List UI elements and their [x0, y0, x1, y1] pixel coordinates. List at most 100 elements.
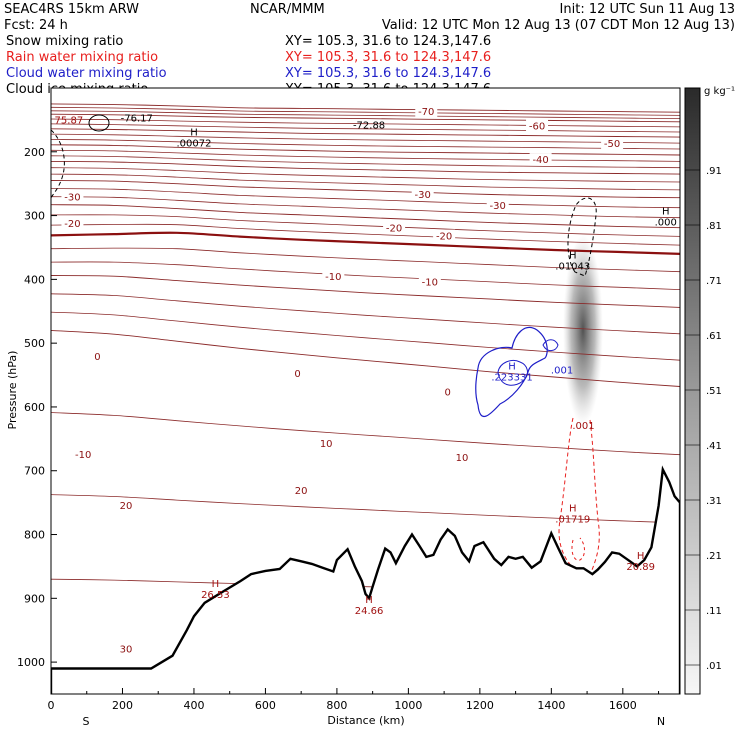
y-axis-label: Pressure (hPa)	[6, 351, 19, 430]
extrema-h-mark: H	[637, 551, 645, 562]
isotherm-label: -30	[64, 193, 80, 204]
isotherm-minor-line	[51, 173, 680, 191]
isotherm-label-bg	[286, 366, 309, 379]
isotherm-minor-line	[51, 261, 680, 290]
isotherm-label-bg	[411, 188, 434, 201]
isotherm-label-bg	[86, 350, 109, 363]
legend-snow-xy: XY= 105.3, 31.6 to 124.3,147.6	[285, 34, 491, 49]
isotherm-minor-line	[51, 494, 680, 524]
x-tick-label: 400	[183, 699, 204, 712]
isotherm-label: 20	[295, 486, 308, 497]
isotherm-label-bg	[415, 105, 438, 118]
colorbar-label: .41	[706, 441, 722, 452]
isotherm-minor-line	[51, 110, 680, 119]
y-tick-label: 300	[24, 210, 45, 223]
isotherm-label: -70	[418, 107, 434, 118]
isotherm-minor-line	[51, 123, 680, 133]
x-tick-label: 600	[255, 699, 276, 712]
isotherm-label: 30	[120, 644, 133, 655]
cloud-ice-contour-left	[51, 129, 65, 199]
extrema-value: 26.53	[201, 590, 230, 601]
isotherm-label: 10	[456, 453, 469, 464]
colorbar-label: .61	[706, 331, 722, 342]
isotherm-20-line	[51, 329, 680, 387]
colorbar-labels: .91 .81 .71 .61 .51 .41 .31 .21 .11 .01	[685, 166, 722, 672]
isotherm-label: 0	[94, 352, 100, 363]
isotherm-label-bg	[61, 216, 84, 229]
x-axis-label: Distance (km)	[327, 714, 404, 727]
isotherm-minus50-line	[51, 128, 680, 138]
extrema-h-mark: H	[190, 128, 198, 139]
isotherm-label: -10	[325, 272, 341, 283]
extrema-value: .01719	[555, 514, 590, 525]
isotherm-label: 0	[294, 369, 300, 380]
x-tick-label: 0	[48, 699, 55, 712]
isotherm-minor-line	[51, 133, 680, 144]
header-right-line2: Valid: 12 UTC Mon 12 Aug 13 (07 CDT Mon …	[382, 18, 735, 33]
isotherm-label: -30	[490, 201, 506, 212]
isotherm-label: -20	[386, 223, 402, 234]
isotherm-minus70-line	[51, 103, 680, 113]
isotherm-label-bg	[418, 275, 441, 288]
isotherm-minor-line	[51, 149, 680, 162]
y-tick-label: 200	[24, 146, 45, 159]
isotherm-label-bg	[486, 199, 509, 212]
isotherm-labels: -70 -60 -50 -40 -30 -30 -30 -20 -20 -20 -10 -10 0 0 0 -…	[61, 105, 624, 655]
isotherm-minus30-line	[51, 160, 680, 175]
isotherm-label-bg	[290, 484, 313, 497]
x-tick-label: 1600	[609, 699, 637, 712]
header-right-line1: Init: 12 UTC Sun 11 Aug 13	[560, 2, 735, 17]
isotherm-label: -40	[532, 155, 548, 166]
isotherm-label: 0	[445, 387, 451, 398]
isotherm-minor-line	[51, 139, 680, 150]
isotherm-minor-line	[51, 167, 680, 183]
extrema-value: .00072	[176, 139, 211, 150]
isotherm-label-bg	[436, 385, 459, 398]
cloud-water-contour-small	[542, 339, 559, 352]
isotherm-label-bg	[450, 450, 473, 463]
isotherm-label: -50	[604, 139, 620, 150]
extrema-h-mark: H	[212, 579, 220, 590]
header-center-line1: NCAR/MMM	[250, 2, 325, 17]
colorbar-label: .01	[706, 661, 722, 672]
cloud-water-contour-inner	[497, 359, 528, 386]
cloud-water-contour-outer	[475, 326, 548, 417]
isotherm-label: -60	[529, 121, 545, 132]
isotherm-minor-line	[51, 214, 680, 237]
extrema-value: 75.87	[55, 116, 84, 127]
x-tick-label: 800	[326, 699, 347, 712]
isotherm-minus20-line	[51, 180, 680, 199]
isotherm-label-bg	[115, 642, 138, 655]
extrema-value: 24.66	[355, 606, 384, 617]
isotherm-minor-line	[51, 293, 680, 335]
isotherm-label-bg	[383, 221, 406, 234]
terrain-profile	[51, 465, 680, 694]
isotherm-label: 10	[320, 439, 333, 450]
snow-mixing-ratio-shading	[563, 235, 603, 425]
extrema-value: .001	[572, 421, 594, 432]
header-left-line2: Fcst: 24 h	[4, 18, 68, 33]
hydrometeor-contours	[51, 114, 600, 576]
isotherm-label: 20	[120, 501, 133, 512]
isotherm-minor-line	[51, 311, 680, 361]
isotherm-label-bg	[61, 190, 84, 203]
isotherm-label-bg	[526, 119, 549, 132]
extrema-h-mark: H	[569, 503, 577, 514]
isotherm-label-bg	[115, 498, 138, 511]
plot-frame	[50, 87, 681, 695]
isotherm-minus60-line	[51, 113, 680, 123]
extrema-value: .01043	[555, 262, 590, 273]
colorbar-label: .11	[706, 606, 722, 617]
isotherm-minor-line	[51, 118, 680, 128]
x-axis: 0 200 400 600 800 1000 1200 1400 1600	[48, 688, 660, 712]
colorbar	[684, 87, 701, 695]
isotherm-label: -20	[64, 219, 80, 230]
isotherm-0-line	[51, 231, 680, 255]
y-tick-label: 700	[24, 465, 45, 478]
direction-south: S	[83, 715, 90, 728]
rain-water-contour	[558, 417, 600, 576]
header-left-line1: SEAC4RS 15km ARW	[4, 2, 139, 17]
isotherm-minor-line	[51, 412, 680, 456]
extrema-value: -72.88	[353, 121, 385, 132]
colorbar-label: .21	[706, 551, 722, 562]
